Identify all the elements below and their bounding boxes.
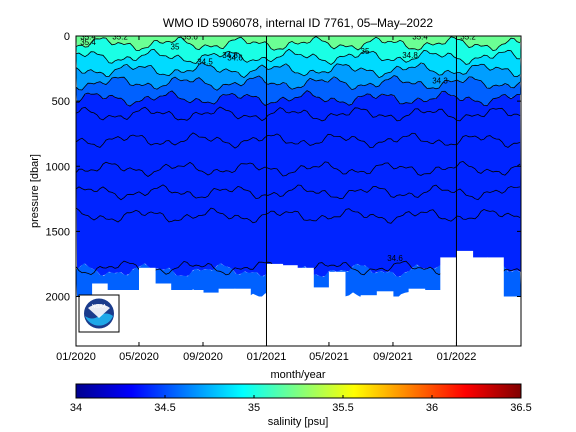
no-data-region [266, 263, 284, 346]
no-data-region [360, 295, 378, 346]
noaa-logo-wave [85, 313, 113, 326]
no-data-region [218, 288, 236, 346]
contour-label: 34.6 [227, 53, 243, 62]
y-axis-label: pressure [dbar] [29, 154, 41, 228]
contour-line [76, 207, 521, 224]
colorbar-tick-label: 36.5 [510, 402, 531, 414]
no-data-region [345, 296, 362, 346]
no-data-region [186, 290, 204, 346]
contour-label: 35.2 [112, 33, 128, 42]
x-axis-label: month/year [270, 369, 325, 381]
contour-line [76, 75, 521, 91]
x-tick-label: 05/2020 [119, 351, 159, 363]
x-tick-label: 05/2021 [309, 351, 349, 363]
contour-line [76, 90, 521, 107]
colorbar-label: salinity [psu] [268, 416, 329, 428]
noaa-logo-bird [88, 304, 110, 318]
no-data-region [203, 292, 220, 346]
no-data-region [170, 290, 188, 346]
no-data-region [313, 287, 330, 346]
contour-line [76, 106, 521, 122]
no-data-region [456, 250, 474, 346]
no-data-region [393, 296, 410, 346]
y-tick-label: 0 [64, 31, 70, 43]
no-data-region [250, 296, 267, 346]
x-tick-label: 01/2021 [247, 351, 287, 363]
x-axis: 01/2020 05/2020 09/2020 01/2021 05/2021 09/20… [56, 36, 476, 363]
salinity-band [76, 75, 521, 107]
colorbar-tick-label: 36 [426, 402, 438, 414]
no-data-region [155, 283, 172, 346]
no-data-region [503, 296, 521, 346]
colorbar-tick-label: 35 [248, 402, 260, 414]
plot-frame [75, 35, 522, 347]
chart-title: WMO ID 5906078, internal ID 7761, 05–May… [163, 16, 433, 30]
year-boundary-lines [265, 36, 457, 346]
contour-label: 34.8 [402, 51, 418, 60]
contour-label: 35 [361, 47, 370, 56]
no-data-region [234, 288, 251, 346]
contour-label: 34.6 [387, 254, 403, 263]
contour-line [76, 36, 521, 52]
salinity-band [76, 90, 521, 278]
colorbar-gradient [75, 383, 522, 399]
y-tick-label: 1000 [46, 161, 70, 173]
contour-line [76, 48, 521, 65]
y-tick-label: 2000 [46, 292, 70, 304]
noaa-logo-text: NOAA [92, 304, 107, 310]
contour-label: 34.3 [432, 76, 448, 85]
colorbar-tick-label: 35.5 [332, 402, 353, 414]
no-data-region [440, 257, 457, 346]
contour-line [76, 184, 521, 201]
colorbar-tick-label: 34 [70, 402, 82, 414]
no-data-region [139, 267, 156, 346]
no-data-region [408, 288, 426, 346]
contour-label: 35.4 [80, 33, 96, 42]
colorbar-tick-label: 34.5 [154, 402, 175, 414]
contour-line [76, 62, 521, 78]
x-tick-label: 09/2021 [373, 351, 413, 363]
contour-label: 34.5 [197, 57, 213, 66]
colorbar: 34 34.5 35 35.5 36 36.5 salinity [psu] [70, 383, 532, 428]
no-data-region [376, 291, 394, 346]
no-data-region [282, 265, 298, 346]
no-data-region [328, 271, 346, 346]
x-tick-label: 01/2022 [437, 351, 477, 363]
contour-label: 35.4 [412, 33, 428, 42]
y-axis: 0 500 1000 1500 2000 [46, 31, 521, 304]
no-data-region [472, 257, 488, 346]
no-data-region [487, 257, 504, 346]
contour-label: 35.4 [80, 38, 96, 47]
salinity-band [76, 63, 521, 91]
contour-label: 35.6 [182, 33, 198, 42]
no-data-region [123, 290, 140, 346]
contour-line [76, 132, 521, 149]
no-data-region [424, 290, 441, 346]
y-tick-label: 1500 [46, 226, 70, 238]
no-data-region [297, 267, 314, 346]
contour-line [76, 160, 521, 177]
x-tick-label: 01/2020 [56, 351, 96, 363]
x-tick-label: 09/2020 [183, 351, 223, 363]
colorbar-ticks: 34 34.5 35 35.5 36 36.5 [70, 395, 532, 414]
noaa-logo: NOAA [78, 294, 120, 333]
contour-label: 34.8 [222, 51, 238, 60]
contour-label: 35 [171, 42, 180, 51]
salinity-band [76, 49, 521, 78]
contour-label: 35.2 [460, 33, 476, 42]
y-tick-label: 500 [52, 96, 70, 108]
